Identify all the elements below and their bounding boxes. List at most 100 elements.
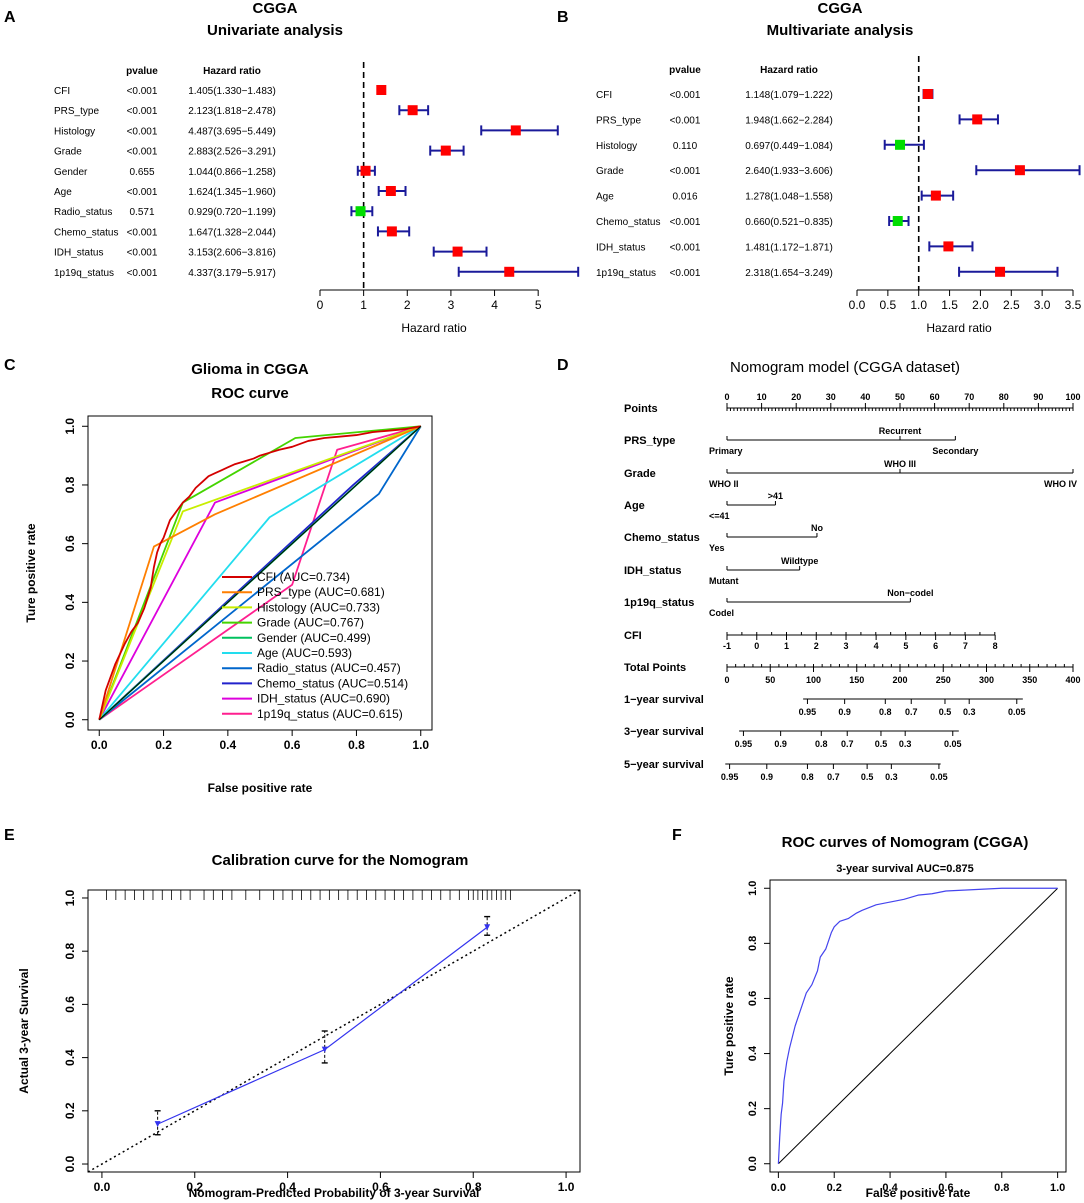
- legend-label: Age (AUC=0.593): [257, 646, 352, 660]
- row-label: Chemo_status: [54, 227, 118, 238]
- column-header-hazard-ratio: Hazard ratio: [203, 66, 261, 77]
- tick-label: 0.95: [721, 772, 739, 782]
- tick-label: 0: [724, 675, 729, 685]
- point-estimate: [1014, 165, 1025, 176]
- row-hazard-ratio: 1.948(1.662−2.284): [745, 115, 833, 126]
- tick-label: 0.7: [841, 739, 854, 749]
- row-hazard-ratio: 0.929(0.720−1.199): [188, 207, 276, 218]
- category-label: WHO II: [709, 479, 739, 489]
- x-tick-label: 0.2: [155, 738, 172, 752]
- row-label: 3−year survival: [624, 726, 704, 738]
- row-hazard-ratio: 2.640(1.933−3.606): [745, 166, 833, 177]
- row-label: Radio_status: [54, 207, 112, 218]
- panel-c-roc-curves: Glioma in CGGA ROC curve 0.0 0.2 0.4 0.6 0.8 1.…: [24, 361, 433, 795]
- panel-letter-c: C: [4, 357, 16, 374]
- x-tick-label: 0.2: [827, 1182, 842, 1194]
- chart-title: Glioma in CGGA: [191, 361, 309, 378]
- row-hazard-ratio: 1.278(1.048−1.558): [745, 192, 833, 203]
- tick-label: 0.5: [861, 772, 874, 782]
- chart-title: Calibration curve for the Nomogram: [212, 852, 469, 869]
- x-tick-label: 1.0: [412, 738, 429, 752]
- x-tick-label: 0.4: [279, 1180, 296, 1194]
- tick-label: 0.5: [939, 707, 952, 717]
- x-tick-label: 0.4: [220, 738, 237, 752]
- x-axis-label: Hazard ratio: [926, 321, 992, 335]
- category-label: Secondary: [932, 446, 978, 456]
- category-label: WHO IV: [1044, 479, 1077, 489]
- tick-label: 4: [874, 641, 879, 651]
- x-tick-label: 3: [448, 298, 455, 312]
- x-axis-label: Nomogram-Predicted Probability of 3-year…: [189, 1186, 480, 1200]
- chart-subtitle: Univariate analysis: [207, 22, 343, 39]
- row-pvalue: <0.001: [670, 217, 701, 228]
- tick-label: 0.7: [827, 772, 840, 782]
- x-axis-label: False positive rate: [208, 781, 313, 795]
- y-axis-label: Actual 3-year Survival: [17, 968, 31, 1093]
- row-pvalue: 0.655: [129, 167, 154, 178]
- panel-e-calibration-curve: Calibration curve for the Nomogram 0.0 0.2…: [17, 852, 581, 1200]
- row-pvalue: 0.110: [673, 141, 698, 152]
- point-estimate: [943, 241, 954, 252]
- legend-label: Histology (AUC=0.733): [257, 600, 380, 614]
- point-estimate: [355, 206, 366, 217]
- point-estimate: [440, 145, 451, 156]
- x-tick-label: 0: [317, 298, 324, 312]
- row-hazard-ratio: 4.487(3.695−5.449): [188, 126, 276, 137]
- legend-label: Gender (AUC=0.499): [257, 631, 371, 645]
- point-estimate: [385, 186, 396, 196]
- row-hazard-ratio: 1.148(1.079−1.222): [745, 90, 833, 101]
- y-tick-label: 0.0: [63, 1155, 77, 1172]
- tick-label: 0.3: [885, 772, 898, 782]
- x-tick-label: 0.0: [91, 738, 108, 752]
- row-pvalue: <0.001: [127, 86, 158, 97]
- row-hazard-ratio: 2.318(1.654−3.249): [745, 268, 833, 279]
- roc-curve: [777, 887, 1058, 1164]
- tick-label: 0.95: [735, 739, 753, 749]
- row-pvalue: <0.001: [127, 187, 158, 198]
- legend-label: 1p19q_status (AUC=0.615): [257, 707, 403, 721]
- category-label: Recurrent: [879, 426, 922, 436]
- point-estimate: [895, 139, 906, 150]
- y-tick-label: 0.4: [63, 594, 77, 611]
- row-hazard-ratio: 4.337(3.179−5.917): [188, 268, 276, 279]
- x-tick-label: 0.2: [186, 1180, 203, 1194]
- roc-series-line: [98, 425, 421, 721]
- column-header-pvalue: pvalue: [669, 65, 701, 76]
- column-header-pvalue: pvalue: [126, 66, 158, 77]
- roc-series-line: [98, 425, 422, 720]
- tick-label: 8: [993, 641, 998, 651]
- y-tick-label: 0.8: [63, 476, 77, 493]
- calibration-point: [321, 1046, 328, 1053]
- plot-frame: [87, 889, 581, 1173]
- tick-label: 0.3: [963, 707, 976, 717]
- point-estimate: [972, 114, 983, 125]
- chart-title: ROC curves of Nomogram (CGGA): [782, 834, 1029, 851]
- point-estimate: [995, 266, 1006, 277]
- x-tick-label: 0.6: [938, 1182, 953, 1194]
- row-hazard-ratio: 0.660(0.521−0.835): [745, 217, 833, 228]
- row-label: CFI: [624, 630, 642, 642]
- point-estimate: [892, 216, 903, 226]
- panel-letter-f: F: [672, 827, 682, 844]
- row-pvalue: <0.001: [127, 147, 158, 158]
- tick-label: 0.7: [905, 707, 918, 717]
- point-estimate: [510, 125, 521, 136]
- x-tick-label: 1.5: [941, 298, 958, 312]
- point-estimate: [386, 226, 397, 237]
- row-label: Grade: [596, 166, 624, 177]
- chart-subtitle: Multivariate analysis: [767, 22, 914, 39]
- row-label: Histology: [596, 141, 637, 152]
- tick-label: 30: [826, 392, 836, 402]
- row-pvalue: 0.571: [129, 207, 154, 218]
- row-pvalue: <0.001: [670, 166, 701, 177]
- tick-label: 50: [895, 392, 905, 402]
- calibration-point: [484, 924, 491, 931]
- row-label: Grade: [54, 147, 82, 158]
- point-estimate: [922, 89, 933, 99]
- tick-label: 0.95: [799, 707, 817, 717]
- row-label: IDH_status: [54, 248, 103, 259]
- panel-letter-d: D: [557, 357, 569, 374]
- tick-label: 0.9: [774, 739, 787, 749]
